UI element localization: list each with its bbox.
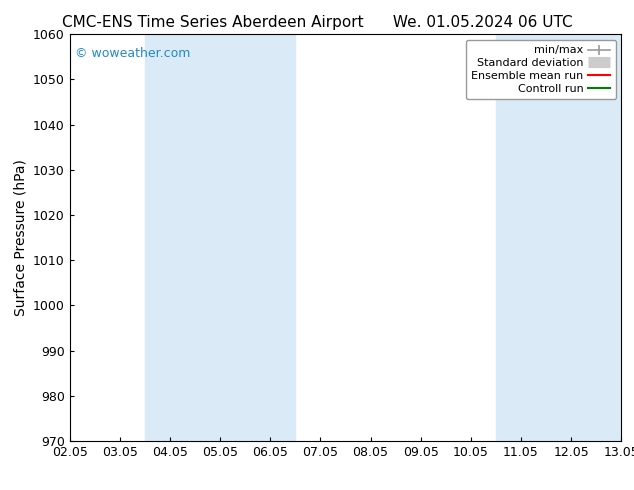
Bar: [145, 34, 295, 441]
Y-axis label: Surface Pressure (hPa): Surface Pressure (hPa): [13, 159, 27, 316]
Text: CMC-ENS Time Series Aberdeen Airport      We. 01.05.2024 06 UTC: CMC-ENS Time Series Aberdeen Airport We.…: [61, 15, 573, 30]
Text: © woweather.com: © woweather.com: [75, 47, 191, 59]
Bar: [496, 34, 634, 441]
Legend: min/max, Standard deviation, Ensemble mean run, Controll run: min/max, Standard deviation, Ensemble me…: [466, 40, 616, 99]
